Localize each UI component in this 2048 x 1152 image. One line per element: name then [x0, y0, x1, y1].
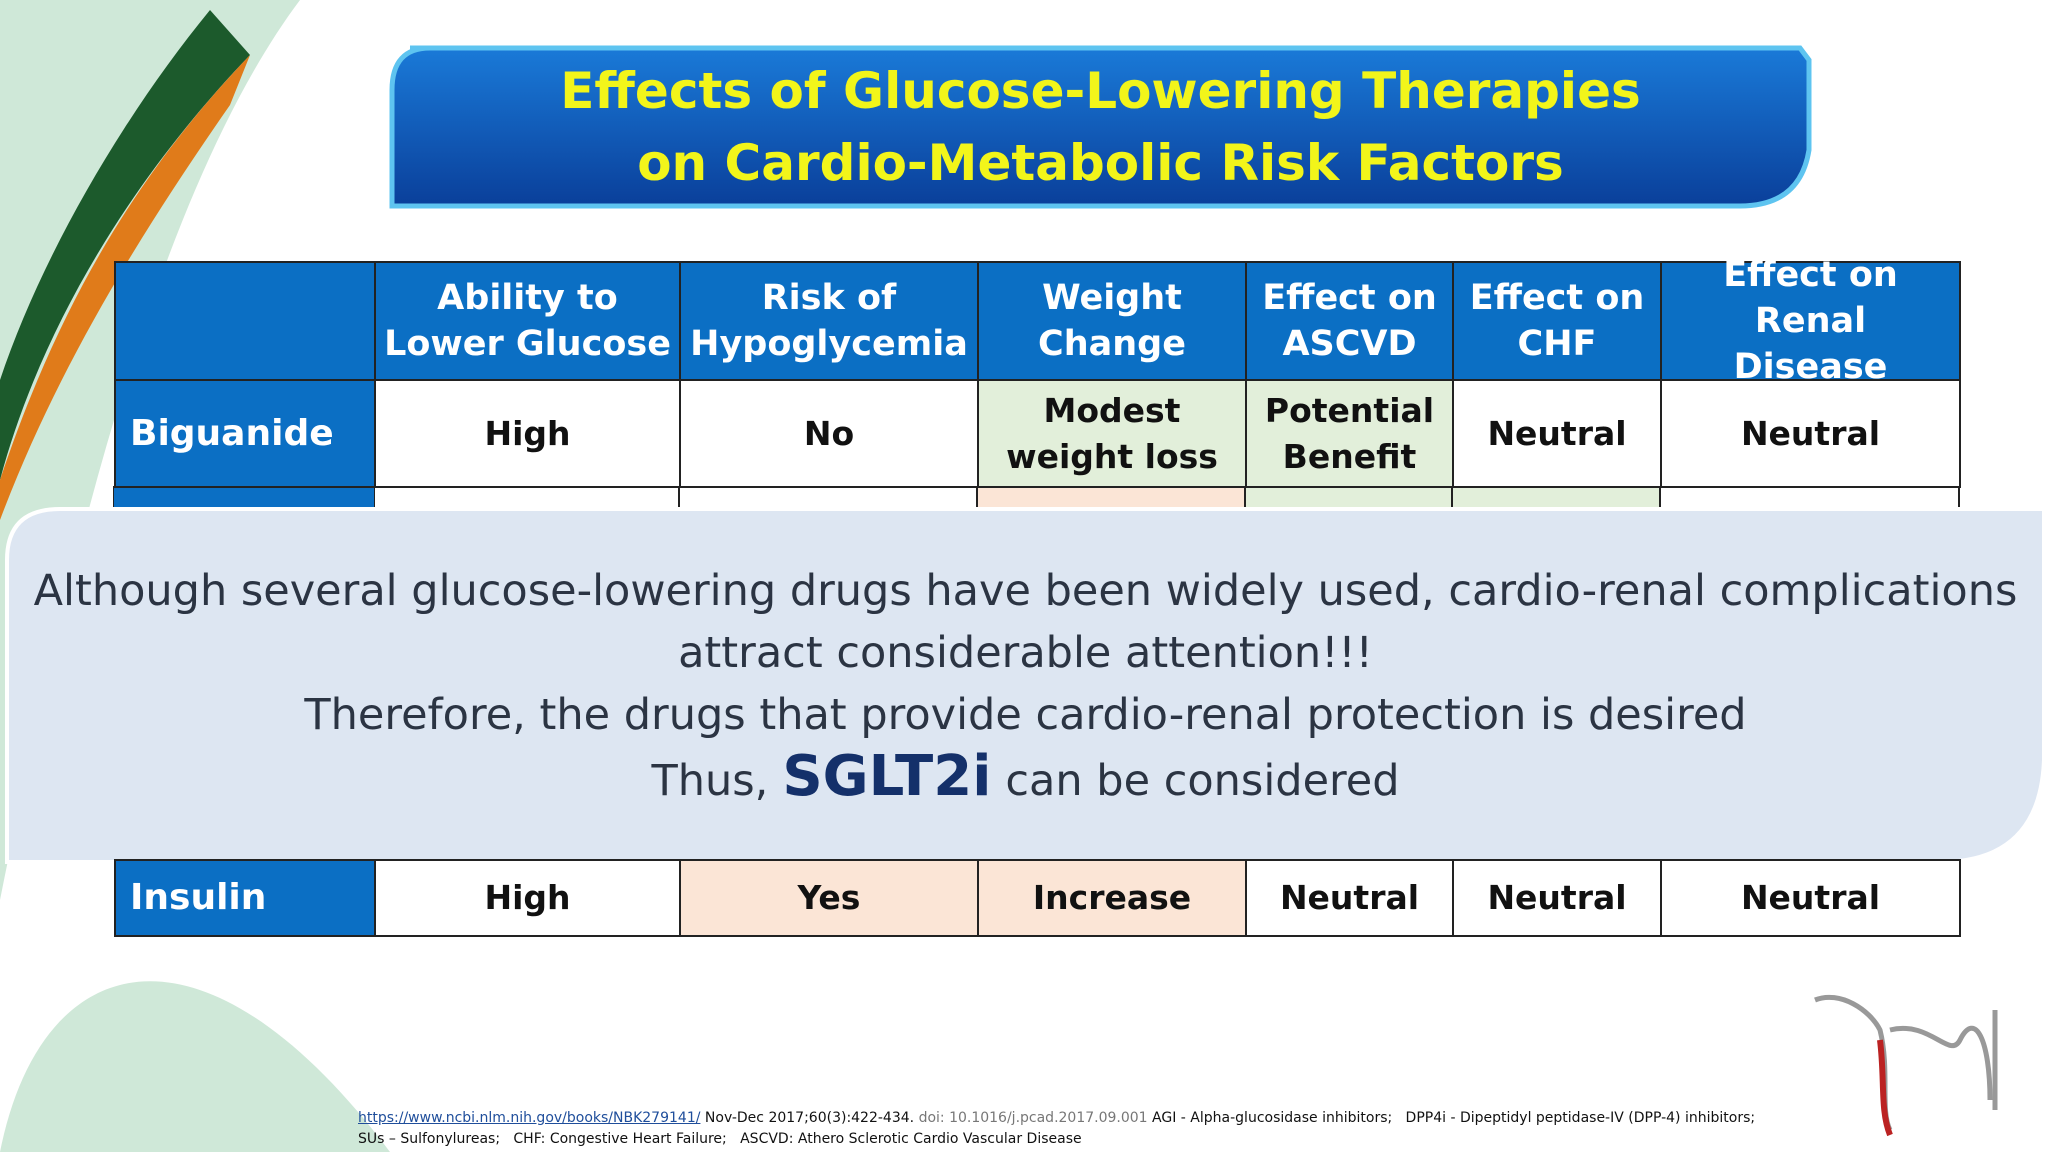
- text: Thus,: [651, 755, 769, 806]
- callout: Although several glucose-lowering drugs …: [7, 509, 2044, 862]
- callout-line: Although several glucose-lowering drugs …: [33, 565, 2018, 616]
- callout-line: Thus, SGLT2i can be considered: [651, 743, 1400, 812]
- cell-line: Risk of: [761, 278, 897, 318]
- cell-line: Lower Glucose: [384, 324, 671, 364]
- cell: High: [374, 859, 681, 937]
- orange-swoosh: [0, 55, 250, 520]
- abbreviations: AGI - Alpha-glucosidase inhibitors; DPP4…: [1152, 1110, 1756, 1126]
- cell: Increase: [977, 859, 1247, 937]
- title: Effects of Glucose-Lowering Therapies on…: [392, 48, 1809, 206]
- cell-line: CHF: [1517, 324, 1597, 364]
- cell-line: Benefit: [1282, 436, 1417, 476]
- title-banner: [389, 45, 1812, 209]
- cell-line: weight loss: [1006, 436, 1218, 476]
- cell-line: Effect on: [1469, 278, 1645, 318]
- cell: Neutral: [1245, 859, 1454, 937]
- nephron-red: [1877, 1039, 1893, 1137]
- cell: No: [679, 379, 979, 488]
- cell: Neutral: [1452, 859, 1662, 937]
- header-cell: Effect on CHF: [1452, 261, 1662, 381]
- citation: Nov-Dec 2017;60(3):422-434.: [704, 1110, 915, 1126]
- header-cell: Risk of Hypoglycemia: [679, 261, 979, 381]
- abbreviations: SUs – Sulfonylureas; CHF: Congestive Hea…: [358, 1131, 1082, 1147]
- text: can be considered: [1005, 755, 1400, 806]
- row-label: Insulin: [114, 859, 376, 937]
- title-line: Effects of Glucose-Lowering Therapies: [560, 62, 1641, 120]
- title-line: on Cardio-Metabolic Risk Factors: [637, 134, 1564, 192]
- cell-line: Effect on Renal: [1723, 255, 1898, 341]
- cell-line: Effect on: [1262, 278, 1437, 318]
- cell: Neutral: [1660, 379, 1961, 488]
- header-cell: Ability to Lower Glucose: [374, 261, 681, 381]
- cell-line: Potential: [1264, 390, 1435, 430]
- footer: https://www.ncbi.nlm.nih.gov/books/NBK27…: [358, 1108, 1755, 1150]
- row-label: Biguanide: [114, 379, 376, 488]
- nephron-icon: [1814, 994, 1998, 1132]
- cell-line: Weight: [1042, 278, 1182, 318]
- green-swoosh: [0, 10, 250, 480]
- header-cell: Effect on Renal Disease: [1660, 255, 1961, 387]
- header-cell: Weight Change: [977, 261, 1247, 381]
- bottom-band: [0, 981, 390, 1152]
- cell: Yes: [679, 859, 979, 937]
- cell-line: ASCVD: [1282, 324, 1417, 364]
- header-cell: Effect on ASCVD: [1245, 261, 1454, 381]
- cell: Modest weight loss: [977, 379, 1247, 488]
- callout-line: Therefore, the drugs that provide cardio…: [304, 689, 1747, 740]
- cell-line: Modest: [1043, 390, 1181, 430]
- source-link[interactable]: https://www.ncbi.nlm.nih.gov/books/NBK27…: [358, 1110, 701, 1126]
- highlight: SGLT2i: [782, 743, 992, 809]
- doi: doi: 10.1016/j.pcad.2017.09.001: [918, 1110, 1148, 1126]
- cell: Potential Benefit: [1245, 379, 1454, 488]
- cell-line: Change: [1038, 324, 1186, 364]
- cell: Neutral: [1660, 859, 1961, 937]
- header-cell: [114, 261, 376, 381]
- cell: High: [374, 379, 681, 488]
- callout-line: attract considerable attention!!!: [678, 627, 1373, 678]
- cell-line: Ability to: [437, 278, 618, 318]
- cell-line: Hypoglycemia: [690, 324, 968, 364]
- cell: Neutral: [1452, 379, 1662, 488]
